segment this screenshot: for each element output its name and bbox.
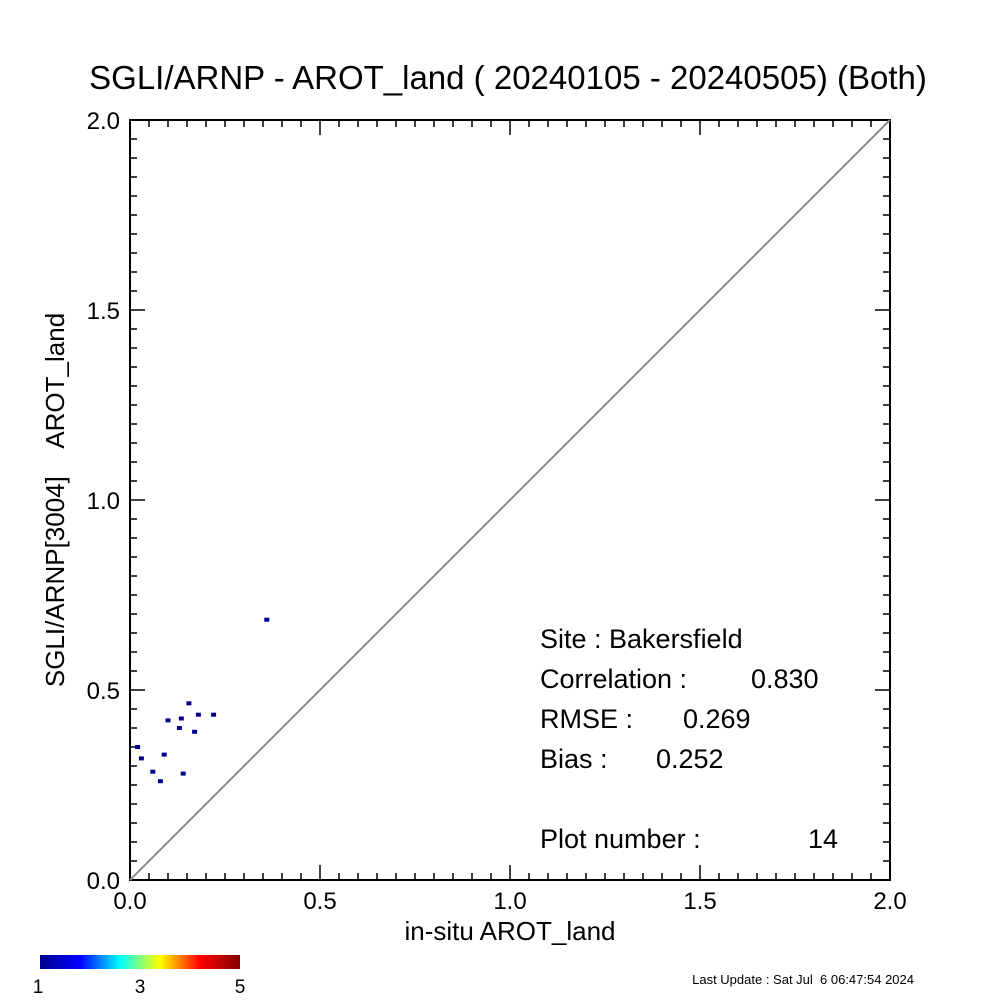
site-text: Site : Bakersfield <box>540 624 743 654</box>
y-axis-label: SGLI/ARNP[3004] AROT_land <box>40 313 70 687</box>
data-points <box>135 617 270 784</box>
stats-box: Site : Bakersfield Correlation : 0.830 R… <box>540 624 838 854</box>
data-point <box>264 617 270 622</box>
chart-title: SGLI/ARNP - AROT_land ( 20240105 - 20240… <box>89 59 927 96</box>
colorbar-label-min: 1 <box>33 977 44 998</box>
colorbar <box>40 955 240 969</box>
y-tick-label: 0.5 <box>87 678 120 705</box>
data-point <box>138 756 144 761</box>
bias-label: Bias : <box>540 744 608 774</box>
plot-number-label: Plot number : <box>540 824 701 854</box>
y-tick-label: 0.0 <box>87 868 120 895</box>
data-point <box>178 716 184 721</box>
correlation-value: 0.830 <box>751 664 819 694</box>
data-point <box>165 718 171 723</box>
y-tick-label: 1.5 <box>87 298 120 325</box>
data-point <box>186 701 192 706</box>
data-point <box>157 779 163 784</box>
data-point <box>180 771 186 776</box>
data-point <box>192 729 198 734</box>
colorbar-label-max: 5 <box>235 977 246 998</box>
y-tick-label: 2.0 <box>87 108 120 135</box>
rmse-label: RMSE : <box>540 704 633 734</box>
x-tick-label: 0.5 <box>303 888 336 915</box>
x-tick-label: 1.5 <box>683 888 716 915</box>
bias-value: 0.252 <box>656 744 724 774</box>
rmse-value: 0.269 <box>683 704 751 734</box>
data-point <box>161 752 167 757</box>
data-point <box>176 726 182 730</box>
x-tick-label: 1.0 <box>493 888 526 915</box>
x-tick-label: 2.0 <box>873 888 906 915</box>
colorbar-label-mid: 3 <box>135 977 146 998</box>
y-tick-label: 1.0 <box>87 488 120 515</box>
one-to-one-line <box>129 119 891 881</box>
x-tick-label: 0.0 <box>113 888 146 915</box>
data-point <box>211 712 217 717</box>
y-tick-labels: 0.0 0.5 1.0 1.5 2.0 <box>87 108 120 895</box>
data-point <box>135 745 141 749</box>
plot-number-value: 14 <box>808 824 838 854</box>
x-axis-label: in-situ AROT_land <box>405 916 616 946</box>
data-point <box>150 769 156 774</box>
correlation-label: Correlation : <box>540 664 687 694</box>
data-point <box>195 712 201 717</box>
x-tick-labels: 0.0 0.5 1.0 1.5 2.0 <box>113 888 906 915</box>
last-update-text: Last Update : Sat Jul 6 06:47:54 2024 <box>692 972 914 987</box>
axes <box>129 119 891 881</box>
